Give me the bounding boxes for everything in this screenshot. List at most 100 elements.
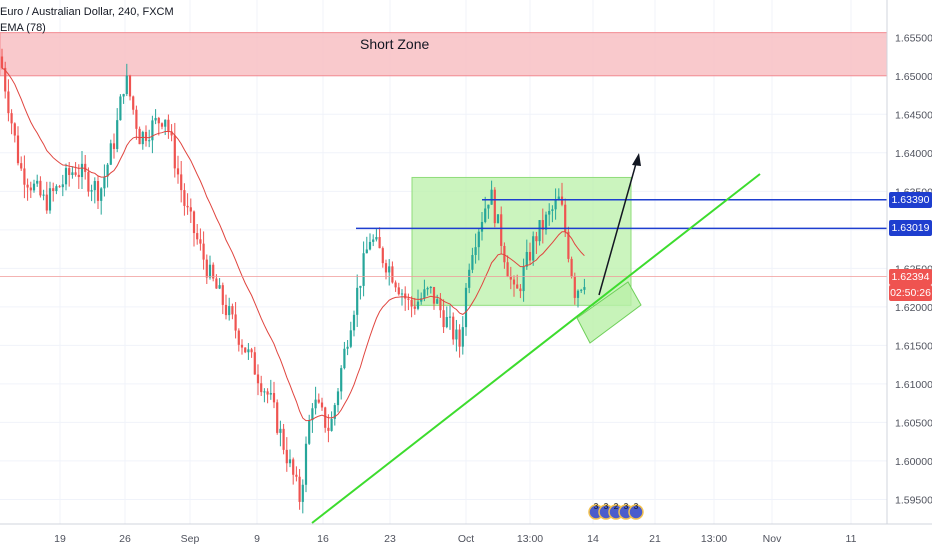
candle (253, 346, 256, 375)
lower-level-price-tag: 1.63019 (889, 220, 932, 237)
candle (288, 449, 292, 468)
candle (416, 289, 420, 311)
candle (52, 182, 55, 202)
candle (183, 183, 186, 216)
candle (452, 312, 455, 345)
candle (298, 469, 301, 510)
time-axis[interactable]: 19 26 Sep 9 16 23 Oct 13:00 14 21 13:00 Nov 11 (0, 523, 932, 550)
candle (192, 210, 196, 247)
candle (55, 184, 58, 195)
candle (362, 241, 365, 297)
indicator-label[interactable]: EMA (78) (0, 22, 46, 34)
time-tick-label: Oct (458, 533, 474, 545)
candle (506, 255, 509, 278)
candle (375, 228, 378, 242)
price-tick-label: 1.65000 (895, 71, 932, 83)
candle (528, 242, 532, 265)
short-zone-label: Short Zone (360, 36, 430, 52)
candle (103, 164, 106, 197)
candle (359, 285, 362, 300)
candle (45, 181, 48, 214)
candle (116, 108, 119, 153)
candle (551, 205, 554, 223)
ascending-trend-line[interactable] (311, 173, 761, 524)
candle (480, 211, 484, 241)
candle (164, 119, 167, 136)
candle (10, 109, 13, 135)
candle (573, 272, 576, 305)
candle (36, 174, 39, 187)
candle (432, 286, 436, 310)
candle (144, 125, 148, 147)
candle (343, 341, 346, 370)
candle (580, 288, 583, 294)
candle (109, 139, 112, 166)
candle (311, 403, 314, 433)
candle (378, 227, 381, 249)
candle (484, 196, 487, 224)
candle (138, 126, 141, 145)
candle (356, 274, 359, 327)
candle (538, 220, 541, 246)
candle (80, 151, 84, 189)
candle (503, 242, 506, 269)
time-tick-label: Sep (181, 533, 200, 545)
time-tick-label: 9 (254, 533, 260, 545)
candle (71, 166, 74, 179)
candle (512, 275, 516, 297)
candle (564, 198, 567, 238)
candle (516, 274, 519, 289)
event-marker-label: 3 (634, 502, 639, 511)
candle (279, 420, 282, 447)
candle (445, 306, 448, 329)
candle (557, 188, 560, 201)
event-marker-label: 3 (594, 502, 599, 511)
entry-box[interactable] (576, 281, 642, 344)
candle (426, 286, 429, 296)
candle (420, 292, 423, 305)
event-marker[interactable]: 3 (628, 502, 644, 520)
candle (548, 203, 551, 226)
candle (4, 61, 7, 99)
candle (7, 79, 10, 122)
candle (301, 479, 304, 514)
candle (93, 177, 96, 204)
event-marker-label: 2 (614, 502, 619, 511)
candle (404, 286, 407, 311)
candle (61, 174, 64, 197)
candle (477, 228, 480, 261)
candle (544, 211, 548, 235)
candle (122, 93, 125, 104)
candle (365, 236, 368, 254)
candle (199, 228, 202, 251)
candle (231, 303, 234, 320)
candle (461, 316, 464, 355)
candlestick-series (0, 48, 586, 514)
candle (436, 294, 439, 305)
candle (340, 365, 343, 400)
symbol-title[interactable]: Euro / Australian Dollar, 240, FXCM (0, 6, 174, 18)
countdown-tag: 02:50:26 (889, 284, 932, 301)
time-tick-label: 23 (384, 533, 396, 545)
short-zone-rect[interactable] (0, 32, 888, 77)
candle (410, 296, 413, 318)
candle (496, 214, 500, 224)
time-tick-label: 14 (587, 533, 599, 545)
projection-arrow[interactable] (598, 153, 641, 296)
candle (39, 176, 42, 198)
candle (400, 289, 404, 306)
candle (352, 310, 356, 337)
price-tick-label: 1.60000 (895, 456, 932, 468)
candle (29, 181, 32, 198)
candle (74, 162, 77, 177)
candle (522, 258, 525, 302)
candle (256, 364, 260, 396)
candle (327, 414, 330, 443)
consolidation-box[interactable] (411, 176, 632, 306)
candle (535, 231, 538, 254)
candle (320, 397, 324, 411)
candle (141, 130, 144, 150)
